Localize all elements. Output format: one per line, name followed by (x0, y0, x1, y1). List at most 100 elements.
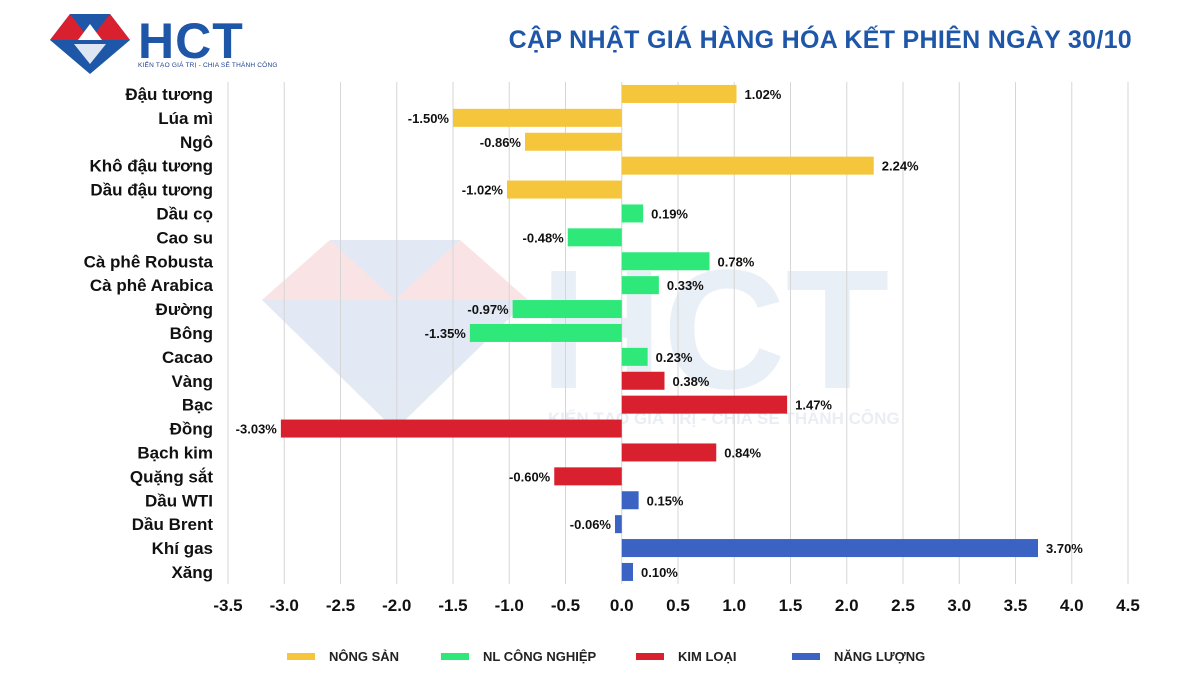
value-label: -1.35% (425, 326, 467, 341)
value-label: 3.70% (1046, 541, 1083, 556)
category-label: Vàng (171, 372, 213, 391)
value-label: 0.78% (718, 254, 755, 269)
logo-wordmark: HCT (138, 13, 244, 69)
category-label: Cao su (156, 228, 213, 247)
x-tick-label: -3.0 (270, 596, 299, 615)
x-tick-label: 0.5 (666, 596, 690, 615)
logo-tagline: KIẾN TẠO GIÁ TRỊ - CHIA SẺ THÀNH CÔNG (138, 62, 278, 69)
bar (621, 395, 788, 414)
category-label: Cà phê Robusta (84, 252, 214, 271)
value-label: 1.47% (795, 398, 832, 413)
bar (621, 84, 737, 103)
watermark-diamond-icon (262, 240, 528, 430)
legend-swatch (287, 652, 315, 660)
value-label: 0.15% (647, 493, 684, 508)
bar (453, 108, 622, 127)
hct-logo: HCT (50, 13, 244, 74)
bar (554, 467, 622, 486)
x-tick-label: 3.0 (947, 596, 971, 615)
legend-swatch (636, 652, 664, 660)
value-label: -0.48% (523, 230, 565, 245)
value-label: -1.02% (462, 183, 504, 198)
category-label: Khô đậu tương (89, 157, 213, 176)
legend: NÔNG SẢN NL CÔNG NGHIỆP KIM LOẠI NĂNG LƯỢNG (0, 646, 1200, 666)
category-label: Dầu đậu tương (90, 181, 213, 200)
value-label: -0.06% (570, 517, 612, 532)
category-label: Bạc (182, 396, 213, 415)
category-label: Đường (156, 300, 213, 319)
bar (615, 515, 622, 534)
legend-label: NL CÔNG NGHIỆP (483, 648, 597, 664)
legend-item: NL CÔNG NGHIỆP (441, 646, 596, 666)
category-label: Xăng (171, 563, 213, 582)
value-label: 0.33% (667, 278, 704, 293)
value-label: -3.03% (236, 422, 278, 437)
bar (621, 347, 648, 366)
legend-label: NÔNG SẢN (329, 648, 400, 664)
value-label: 0.10% (641, 565, 678, 580)
legend-item: NĂNG LƯỢNG (792, 646, 925, 666)
value-label: -0.86% (480, 135, 522, 150)
category-label: Bạch kim (137, 443, 213, 462)
bar (525, 132, 622, 151)
x-tick-label: 2.5 (891, 596, 915, 615)
bar-chart: HCT KIẾN TẠO GIÁ TRỊ - CHIA SẺ THÀNH CÔN… (84, 82, 1140, 615)
page-title: CẬP NHẬT GIÁ HÀNG HÓA KẾT PHIÊN NGÀY 30/… (508, 26, 1132, 54)
category-label: Cà phê Arabica (90, 276, 214, 295)
bar (621, 491, 639, 510)
bar (621, 204, 644, 223)
bar (621, 156, 874, 175)
bar (567, 228, 622, 247)
x-tick-label: 3.5 (1004, 596, 1028, 615)
legend-swatch (441, 652, 469, 660)
bar (469, 323, 622, 342)
bar (621, 252, 710, 271)
bar (621, 562, 633, 581)
value-label: 1.02% (745, 87, 782, 102)
logo-diamond-icon (50, 14, 130, 74)
bar (507, 180, 622, 199)
x-tick-label: 4.0 (1060, 596, 1084, 615)
bar (621, 276, 659, 295)
value-label: 2.24% (882, 159, 919, 174)
value-label: 0.23% (656, 350, 693, 365)
x-tick-label: -2.5 (326, 596, 355, 615)
x-tick-label: -3.5 (213, 596, 242, 615)
category-label: Ngô (180, 133, 213, 152)
legend-item: KIM LOẠI (636, 646, 737, 666)
value-label: -1.50% (408, 111, 450, 126)
x-tick-label: 1.5 (779, 596, 803, 615)
category-label: Đồng (170, 420, 213, 439)
x-tick-label: -1.0 (495, 596, 524, 615)
x-tick-label: 1.0 (722, 596, 746, 615)
value-label: -0.97% (467, 302, 509, 317)
bar (280, 419, 622, 438)
category-label: Đậu tương (125, 85, 213, 104)
bar (621, 443, 717, 462)
bar (512, 300, 622, 319)
bar (621, 539, 1038, 558)
category-label: Dầu Brent (132, 515, 214, 534)
legend-swatch (792, 652, 820, 660)
value-label: -0.60% (509, 469, 551, 484)
value-label: 0.19% (651, 206, 688, 221)
category-label: Quặng sắt (130, 467, 213, 486)
category-label: Khí gas (152, 539, 213, 558)
category-label: Cacao (162, 348, 213, 367)
watermark-tagline: KIẾN TẠO GIÁ TRỊ - CHIA SẺ THÀNH CÔNG (548, 409, 900, 428)
bar (621, 371, 665, 390)
x-tick-label: -1.5 (438, 596, 467, 615)
x-tick-label: 4.5 (1116, 596, 1140, 615)
category-label: Lúa mì (158, 109, 213, 128)
x-tick-label: -0.5 (551, 596, 580, 615)
category-label: Dầu cọ (156, 204, 213, 223)
category-label: Bông (170, 324, 213, 343)
legend-label: NĂNG LƯỢNG (834, 648, 926, 664)
x-tick-label: -2.0 (382, 596, 411, 615)
category-label: Dầu WTI (145, 491, 213, 510)
legend-item: NÔNG SẢN (287, 646, 399, 666)
value-label: 0.38% (673, 374, 710, 389)
legend-label: KIM LOẠI (678, 648, 737, 664)
x-tick-label: 0.0 (610, 596, 634, 615)
x-tick-label: 2.0 (835, 596, 859, 615)
